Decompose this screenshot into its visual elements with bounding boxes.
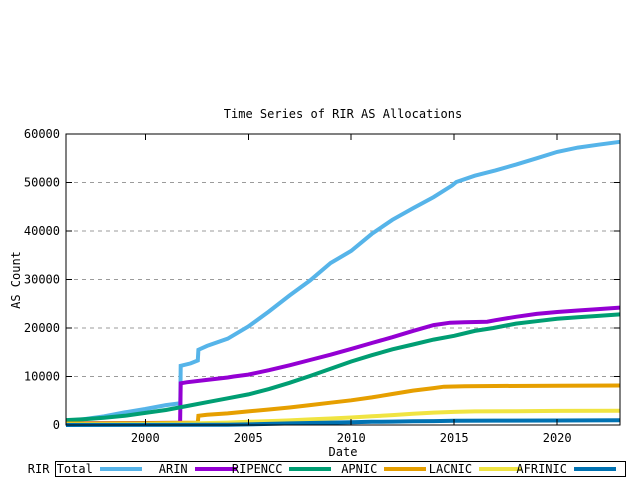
- legend-entry-afrinic: AFRINIC: [516, 462, 625, 476]
- chart-title: Time Series of RIR AS Allocations: [223, 107, 463, 121]
- x-tick-label: 2005: [234, 431, 263, 445]
- y-axis-label: AS Count: [9, 251, 23, 309]
- legend-line-swatch: [99, 467, 142, 471]
- legend-label: LACNIC: [428, 461, 473, 476]
- y-tick-label: 50000: [24, 176, 60, 190]
- legend-label: ARIN: [158, 461, 188, 476]
- x-tick-label: 2010: [337, 431, 366, 445]
- series-line-lacnic: [65, 408, 621, 427]
- legend-line-swatch: [194, 467, 237, 471]
- x-axis-label: Date: [328, 445, 358, 459]
- legend-entry-rir-total: RIR Total: [28, 462, 151, 476]
- legend-label: AFRINIC: [516, 461, 567, 476]
- legend-label: RIPENCC: [231, 461, 283, 476]
- series-line-apnic: [65, 383, 621, 426]
- legend: RIR Total ARIN RIPENCC APNIC LACNIC AFRINIC: [28, 461, 626, 477]
- y-tick-label: 10000: [24, 370, 60, 384]
- x-tick-label: 2000: [131, 431, 160, 445]
- y-tick-label: 0: [53, 418, 60, 432]
- x-tick-label: 2020: [543, 431, 572, 445]
- legend-entry-lacnic: LACNIC: [429, 462, 530, 476]
- series-line-afrinic: [65, 418, 621, 427]
- legend-line-swatch: [479, 467, 522, 471]
- legend-line-swatch: [289, 467, 332, 471]
- legend-entry-arin: ARIN: [151, 461, 246, 476]
- series-line-ripencc: [65, 312, 621, 423]
- series-line-arin: [65, 305, 621, 426]
- y-tick-label: 30000: [24, 273, 60, 287]
- y-tick-label: 60000: [24, 127, 60, 141]
- legend-entry-ripencc: RIPENCC: [232, 462, 341, 476]
- y-tick-label: 20000: [24, 321, 60, 335]
- legend-label: RIR Total: [27, 461, 93, 476]
- x-tick-label: 2015: [440, 431, 469, 445]
- series-line-rir-total: [65, 139, 621, 424]
- legend-line-swatch: [573, 467, 616, 471]
- y-tick-label: 40000: [24, 224, 60, 238]
- legend-line-swatch: [384, 467, 427, 471]
- legend-entry-apnic: APNIC: [340, 461, 435, 476]
- legend-label: APNIC: [341, 461, 378, 476]
